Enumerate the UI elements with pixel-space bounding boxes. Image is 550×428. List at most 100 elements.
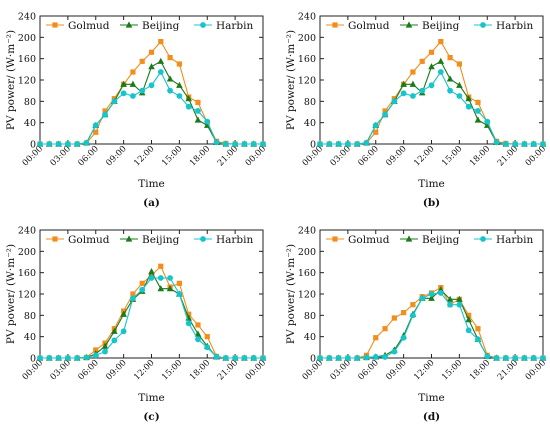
data-point-beijing: [176, 81, 183, 88]
data-point-beijing: [428, 63, 435, 70]
panel-label: (c): [143, 411, 159, 423]
x-tick-label: 12:00: [412, 144, 436, 168]
data-point-beijing: [474, 116, 482, 123]
x-axis-title: Time: [418, 392, 445, 404]
x-axis-title: Time: [138, 178, 165, 190]
data-point-beijing: [111, 327, 118, 334]
data-point-harbin: [102, 111, 108, 118]
series-harbin: [37, 69, 266, 147]
data-point-harbin: [410, 93, 416, 99]
y-tick-label: 240: [298, 12, 316, 23]
data-point-beijing: [446, 295, 454, 302]
y-tick-label: 40: [304, 118, 316, 129]
data-point-harbin: [428, 291, 435, 297]
x-axis-title: Time: [138, 392, 165, 404]
data-point-harbin: [326, 141, 333, 147]
data-point-golmud: [382, 326, 388, 332]
data-point-beijing: [120, 310, 127, 317]
data-point-harbin: [465, 327, 472, 334]
legend-label-golmud: Golmud: [348, 20, 390, 32]
y-axis-title: PV power/ (W·m⁻²): [285, 244, 297, 344]
data-point-harbin: [120, 90, 127, 97]
legend-label-harbin: Harbin: [496, 20, 534, 32]
legend-marker: [200, 22, 206, 28]
legend-label-beijing: Beijing: [142, 20, 180, 32]
data-point-harbin: [502, 355, 509, 361]
data-point-beijing: [157, 57, 165, 64]
legend-marker: [405, 21, 413, 28]
x-tick-label: 15:00: [160, 144, 184, 168]
data-point-golmud: [382, 108, 388, 114]
data-point-harbin: [130, 295, 136, 302]
x-tick-label: 03:00: [49, 144, 73, 168]
data-point-harbin: [363, 354, 370, 361]
data-point-golmud: [139, 280, 145, 286]
legend: Golmud Beijing Harbin: [326, 20, 534, 32]
data-point-harbin: [222, 141, 229, 147]
data-point-harbin: [148, 275, 155, 281]
data-point-golmud: [130, 291, 136, 297]
x-tick-label: 06:00: [76, 358, 100, 382]
data-point-harbin: [232, 141, 239, 147]
y-tick-label: 160: [298, 268, 316, 279]
panel-label: (b): [423, 197, 440, 209]
data-point-golmud: [373, 129, 379, 135]
data-point-harbin: [74, 141, 81, 147]
data-point-harbin: [317, 355, 323, 361]
panel-label: (a): [143, 197, 160, 209]
data-point-harbin: [55, 141, 62, 147]
data-point-harbin: [363, 140, 370, 146]
data-point-harbin: [148, 82, 155, 89]
data-point-harbin: [241, 355, 248, 361]
series-line-golmud: [40, 40, 263, 145]
y-axis-title: PV power/ (W·m⁻²): [285, 30, 297, 130]
data-point-beijing: [166, 285, 174, 292]
data-point-harbin: [382, 111, 388, 118]
data-point-harbin: [456, 301, 463, 308]
data-point-harbin: [344, 355, 351, 361]
legend-label-harbin: Harbin: [216, 20, 254, 32]
data-point-harbin: [475, 108, 481, 114]
data-point-beijing: [129, 80, 137, 87]
y-tick-label: 160: [18, 268, 36, 279]
y-tick-label: 40: [24, 118, 36, 129]
data-point-harbin: [46, 355, 53, 361]
data-point-beijing: [194, 116, 202, 123]
data-point-golmud: [176, 61, 182, 67]
data-point-golmud: [419, 58, 425, 64]
data-point-harbin: [213, 354, 220, 360]
data-point-harbin: [354, 355, 361, 361]
x-axis-title: Time: [418, 178, 445, 190]
chart-panel-c: 0 40 80 120 160 200 240 00:00 03:00 06:00 09:00 12:…: [5, 226, 268, 424]
data-point-golmud: [466, 312, 472, 318]
x-tick-label: 18:00: [468, 358, 492, 382]
data-point-harbin: [120, 328, 127, 335]
data-point-harbin: [139, 286, 146, 293]
data-point-golmud: [186, 311, 192, 317]
data-point-harbin: [447, 87, 453, 94]
data-point-golmud: [391, 315, 397, 321]
data-point-golmud: [102, 108, 108, 114]
data-point-harbin: [185, 103, 192, 110]
data-point-harbin: [335, 355, 342, 361]
x-tick-label: 00:00: [244, 144, 268, 168]
y-tick-label: 80: [304, 97, 316, 108]
x-tick-label: 09:00: [104, 358, 128, 382]
data-point-golmud: [195, 322, 201, 328]
data-point-harbin: [260, 355, 266, 361]
chart-panel-b: 0 40 80 120 160 200 240 00:00 03:00 06:00 09:00 12:…: [285, 12, 548, 210]
y-tick-label: 0: [30, 140, 36, 151]
data-point-harbin: [250, 141, 257, 147]
series-line-harbin: [40, 277, 263, 359]
data-point-harbin: [326, 355, 333, 361]
data-point-golmud: [438, 39, 444, 45]
legend-label-harbin: Harbin: [216, 234, 254, 246]
data-point-beijing: [148, 268, 155, 275]
data-point-golmud: [410, 302, 416, 308]
data-point-golmud: [176, 280, 182, 286]
data-point-golmud: [410, 69, 416, 75]
data-point-harbin: [64, 141, 71, 147]
data-point-harbin: [176, 93, 183, 99]
y-tick-label: 200: [298, 247, 316, 258]
